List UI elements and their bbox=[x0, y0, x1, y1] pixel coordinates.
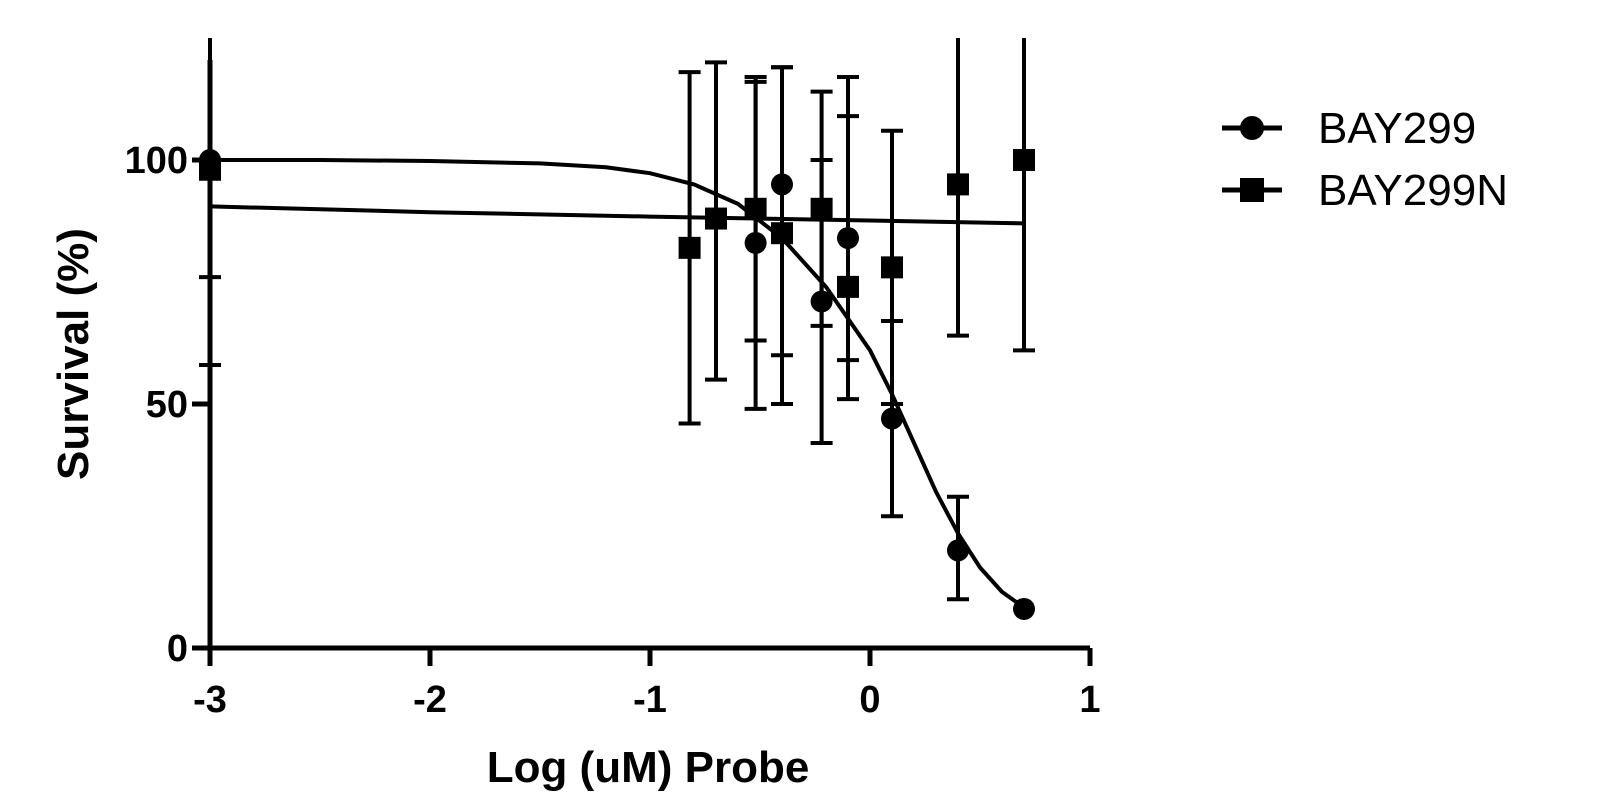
x-tick-label: 0 bbox=[859, 679, 880, 721]
y-tick-label: 0 bbox=[167, 628, 188, 670]
data-point-square bbox=[837, 275, 859, 298]
data-point-circle bbox=[1013, 597, 1035, 620]
fit-curve-bay299 bbox=[210, 158, 1026, 610]
x-tick-label: -3 bbox=[193, 679, 227, 721]
x-tick-label: 1 bbox=[1079, 679, 1100, 721]
x-tick-label: -2 bbox=[413, 679, 447, 721]
data-point-square bbox=[199, 158, 221, 181]
y-tick-label: 100 bbox=[125, 140, 188, 182]
y-axis-title: Survival (%) bbox=[49, 228, 98, 480]
legend-label-bay299n: BAY299N bbox=[1318, 166, 1508, 215]
data-point-square bbox=[810, 197, 833, 220]
data-point-square bbox=[1013, 149, 1035, 171]
x-axis-title: Log (uM) Probe bbox=[487, 743, 810, 792]
y-tick-label: 50 bbox=[146, 384, 188, 426]
data-point-circle bbox=[947, 539, 969, 562]
fit-curve-bay299n bbox=[209, 204, 1025, 226]
x-tick-label: -1 bbox=[633, 679, 667, 721]
data-point-square bbox=[705, 207, 727, 230]
legend-label-bay299: BAY299 bbox=[1318, 104, 1476, 153]
data-point-circle bbox=[881, 407, 903, 430]
data-point-square bbox=[947, 173, 969, 196]
data-point-square bbox=[771, 222, 793, 245]
legend-marker-circle bbox=[1240, 116, 1264, 140]
legend-marker-square bbox=[1240, 178, 1264, 202]
data-point-square bbox=[744, 197, 767, 220]
data-point-square bbox=[678, 236, 701, 259]
data-point-square bbox=[881, 256, 903, 279]
